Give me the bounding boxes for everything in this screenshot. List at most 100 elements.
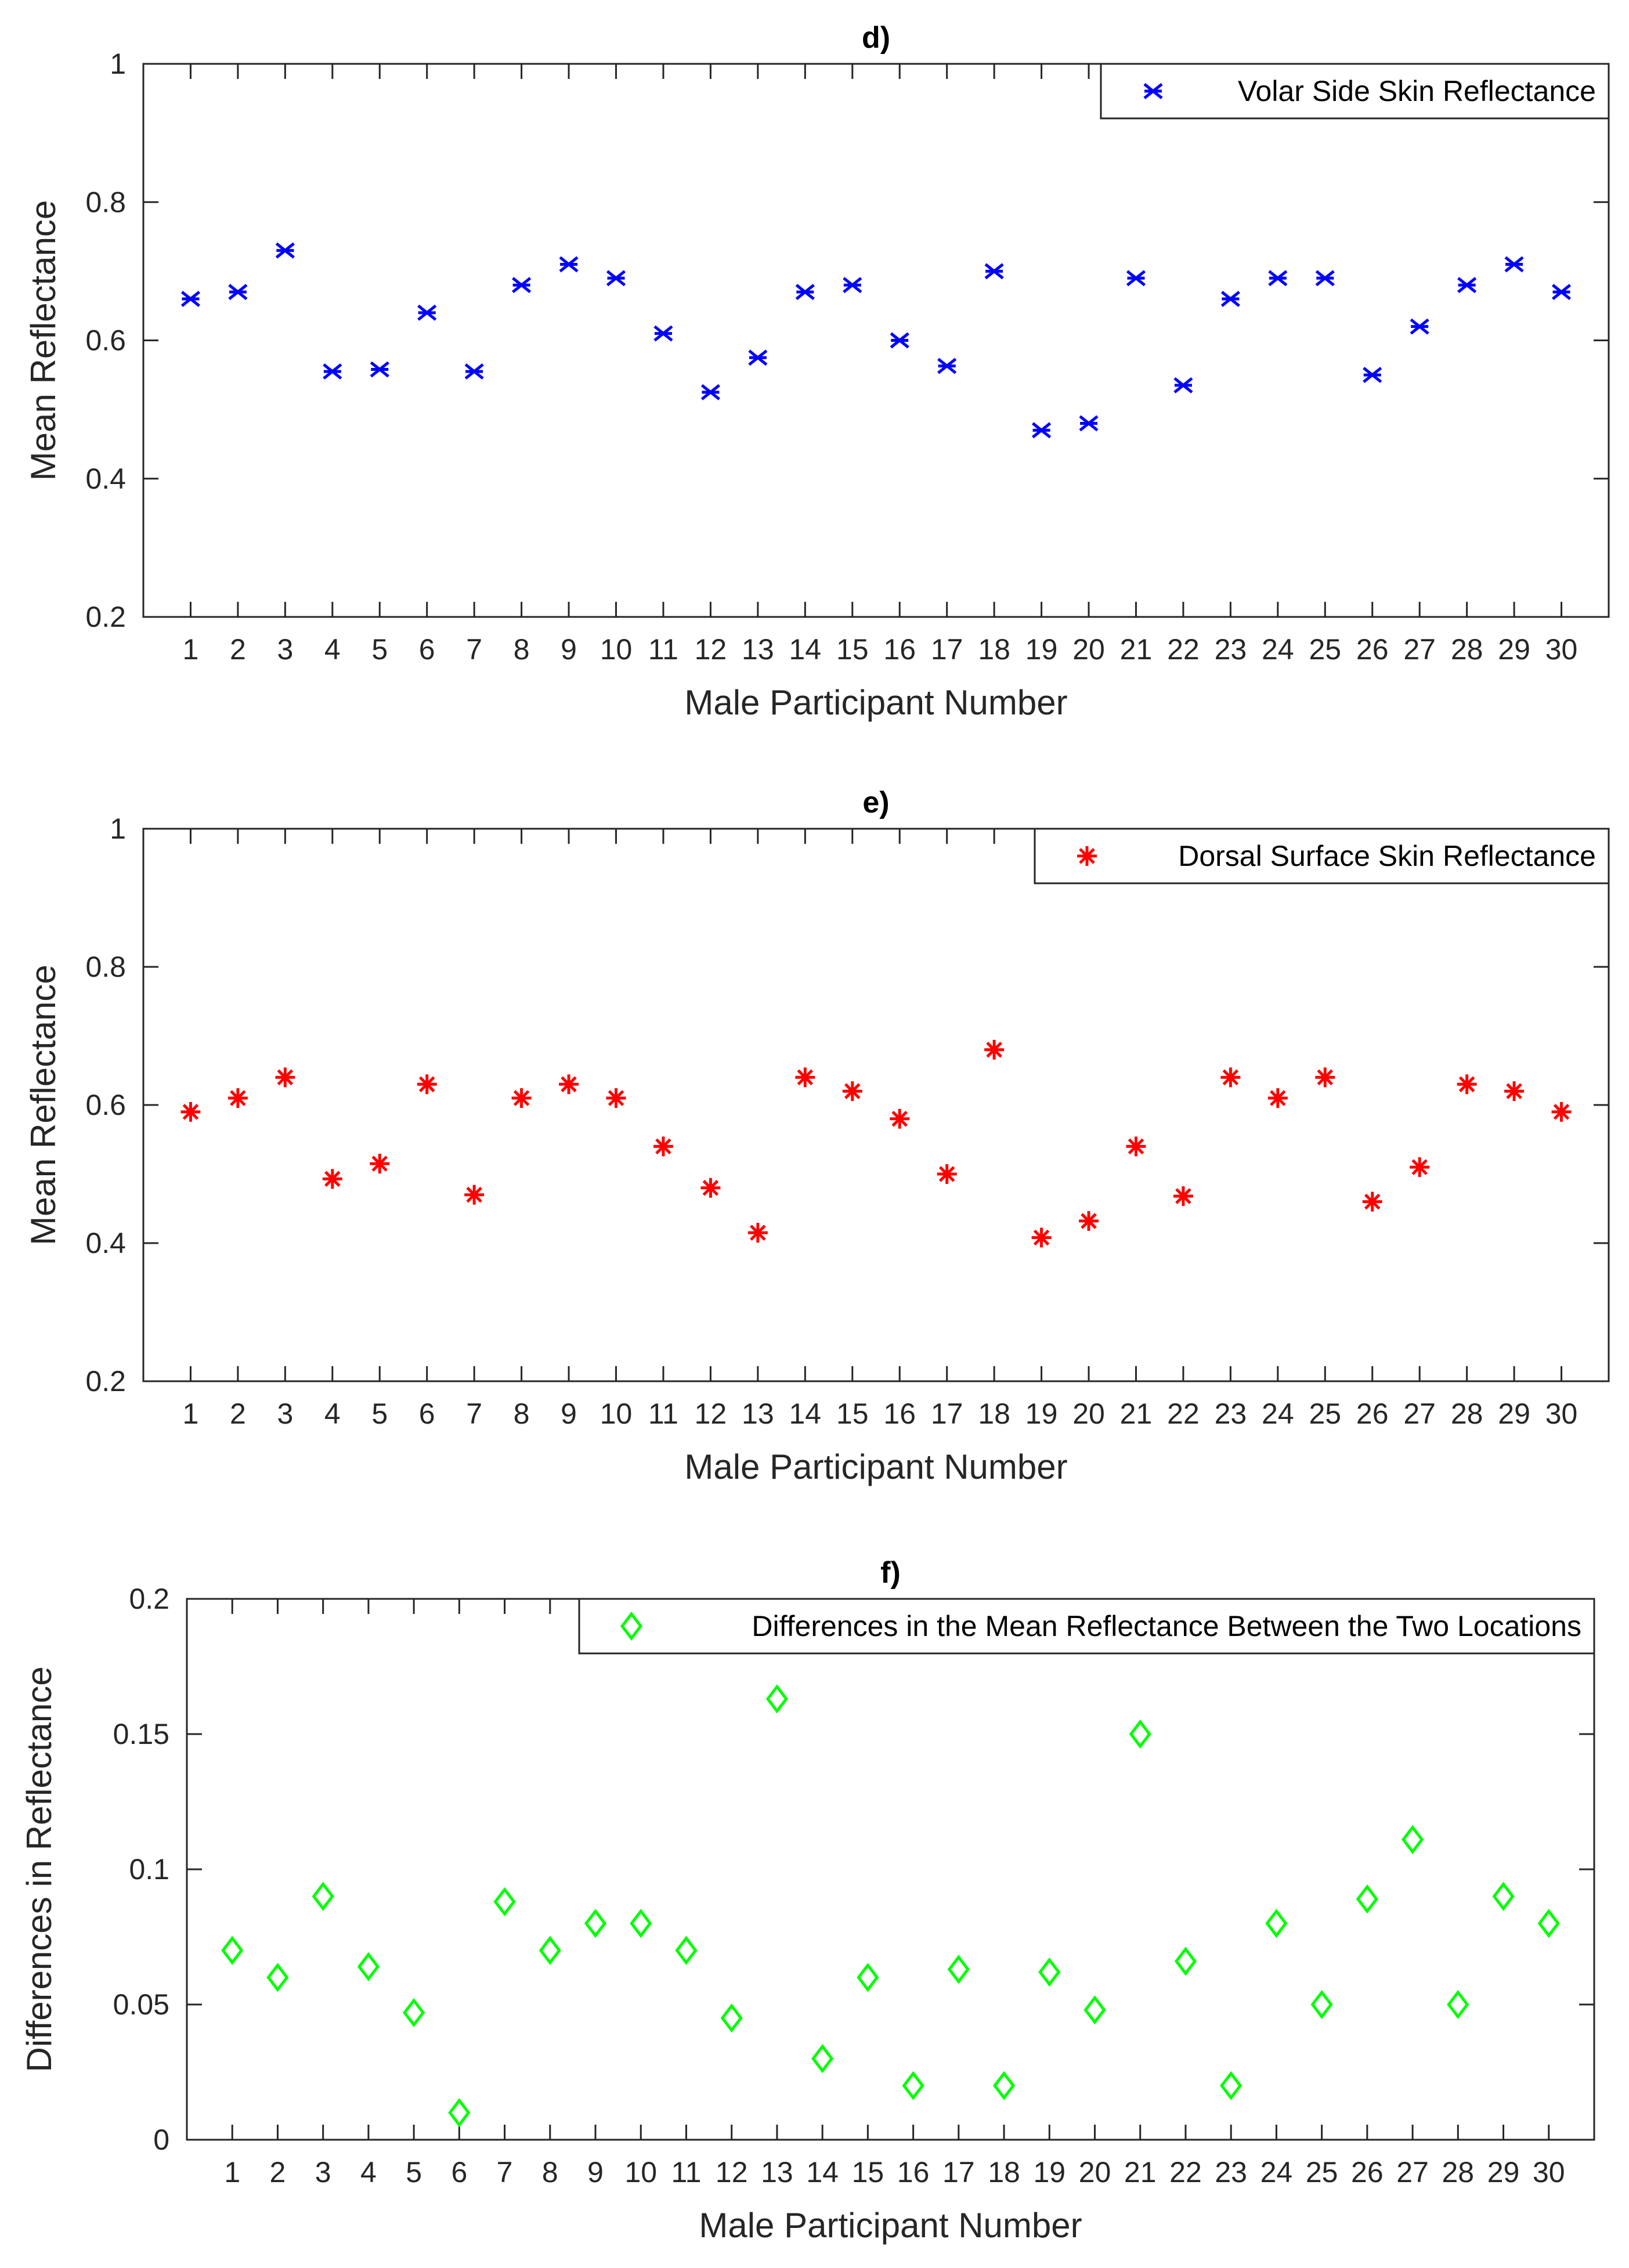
y-tick-label: 0.6 xyxy=(85,324,126,357)
x-axis-label: Male Participant Number xyxy=(684,1447,1067,1486)
x-tick-label: 22 xyxy=(1167,633,1200,666)
x-tick-label: 8 xyxy=(514,1397,530,1430)
data-point-stroke-4 xyxy=(513,1090,530,1106)
data-point xyxy=(511,1088,532,1108)
data-point xyxy=(180,291,201,307)
x-tick-label: 13 xyxy=(761,2156,793,2188)
data-point xyxy=(464,363,484,380)
data-point-stroke-4 xyxy=(324,1171,341,1187)
x-tick-label: 14 xyxy=(789,633,822,666)
data-point xyxy=(1038,1957,1061,1987)
x-tick-label: 30 xyxy=(1545,1397,1578,1430)
x-tick-label: 12 xyxy=(695,633,727,666)
x-tick-label: 12 xyxy=(716,2156,748,2188)
data-point xyxy=(402,1998,425,2028)
data-point xyxy=(1410,1157,1430,1178)
data-point xyxy=(180,1102,201,1122)
data-point-stroke-4 xyxy=(1364,1193,1381,1210)
chart-title: f) xyxy=(880,1556,901,1590)
x-tick-label: 17 xyxy=(942,2156,975,2188)
x-tick-label: 24 xyxy=(1262,633,1294,666)
y-tick-label: 0.8 xyxy=(85,186,126,218)
data-point xyxy=(1401,1825,1424,1854)
x-tick-label: 16 xyxy=(897,2156,930,2188)
x-tick-label: 21 xyxy=(1120,633,1153,666)
x-tick-label: 15 xyxy=(836,633,869,666)
data-point-stroke-4 xyxy=(1506,1083,1522,1099)
chart-title: e) xyxy=(862,786,889,819)
y-tick-label: 0.4 xyxy=(85,463,126,495)
data-point-stroke-4 xyxy=(1033,1229,1050,1246)
data-point xyxy=(843,277,862,294)
x-tick-label: 2 xyxy=(230,633,246,666)
y-tick-label: 0.2 xyxy=(129,1583,169,1615)
series-e xyxy=(180,1039,1572,1248)
y-tick-label: 0 xyxy=(153,2123,169,2156)
x-tick-label: 19 xyxy=(1025,1397,1058,1430)
x-tick-label: 6 xyxy=(419,633,435,666)
x-tick-label: 9 xyxy=(587,2156,604,2188)
data-point xyxy=(559,256,579,273)
x-tick-label: 17 xyxy=(931,1397,963,1430)
y-axis-label: Mean Reflectance xyxy=(24,965,63,1245)
x-tick-label: 13 xyxy=(742,1397,774,1430)
data-point xyxy=(221,1935,244,1965)
data-point xyxy=(1083,1995,1106,2025)
data-point xyxy=(1551,1102,1572,1122)
y-axis-label: Mean Reflectance xyxy=(24,200,63,481)
data-point-stroke-4 xyxy=(1411,1159,1428,1175)
data-point xyxy=(1551,284,1572,301)
legend-marker xyxy=(1077,846,1097,866)
legend-label: Dorsal Surface Skin Reflectance xyxy=(1178,840,1596,872)
x-tick-label: 10 xyxy=(600,633,633,666)
data-point xyxy=(266,1963,289,1992)
data-point-stroke-4 xyxy=(702,1180,719,1196)
data-point xyxy=(448,2098,471,2128)
x-tick-label: 1 xyxy=(183,633,199,666)
x-tick-label: 26 xyxy=(1356,1397,1389,1430)
x-tick-label: 23 xyxy=(1215,1397,1247,1430)
data-point xyxy=(1126,1136,1146,1157)
data-point-stroke-4 xyxy=(371,1155,388,1172)
data-point xyxy=(842,1081,862,1102)
x-tick-label: 5 xyxy=(371,1397,388,1430)
y-tick-label: 0.1 xyxy=(129,1853,169,1886)
data-point xyxy=(630,1909,652,1938)
data-point xyxy=(417,304,437,321)
x-tick-label: 26 xyxy=(1356,633,1389,666)
y-tick-label: 0.2 xyxy=(85,1365,126,1397)
legend-marker xyxy=(1143,83,1163,99)
x-tick-label: 7 xyxy=(466,633,482,666)
x-tick-label: 8 xyxy=(514,633,530,666)
data-point xyxy=(275,1067,295,1088)
x-tick-label: 13 xyxy=(742,633,774,666)
y-tick-label: 0.15 xyxy=(113,1718,169,1750)
data-point xyxy=(1031,1227,1052,1248)
chart-title: d) xyxy=(862,21,890,55)
data-point-stroke-4 xyxy=(844,1083,861,1099)
x-tick-label: 25 xyxy=(1306,2156,1338,2188)
data-point xyxy=(795,1067,815,1088)
data-point xyxy=(811,2044,834,2074)
data-point xyxy=(512,277,532,294)
x-tick-label: 22 xyxy=(1169,2156,1202,2188)
data-point xyxy=(323,363,342,380)
data-point xyxy=(606,270,626,287)
data-point xyxy=(890,1108,910,1129)
x-tick-label: 23 xyxy=(1215,2156,1247,2188)
x-tick-label: 1 xyxy=(224,2156,240,2188)
data-point xyxy=(1310,1989,1333,2020)
x-tick-label: 19 xyxy=(1025,633,1058,666)
chart-panel-e: e)0.20.40.60.811 2 3 4 5 6 7 8 9 10 11 12 13 14 15 16 17… xyxy=(24,786,1610,1486)
x-tick-label: 27 xyxy=(1396,2156,1429,2188)
x-tick-label: 25 xyxy=(1309,633,1341,666)
data-point xyxy=(1315,1067,1335,1088)
data-point xyxy=(464,1184,485,1205)
data-point-stroke-4 xyxy=(986,1042,1002,1058)
data-point xyxy=(493,1887,516,1917)
x-tick-label: 4 xyxy=(360,2156,377,2188)
data-point xyxy=(1315,270,1335,287)
x-tick-label: 2 xyxy=(230,1397,246,1430)
data-point xyxy=(228,284,248,301)
x-tick-label: 24 xyxy=(1262,1397,1294,1430)
